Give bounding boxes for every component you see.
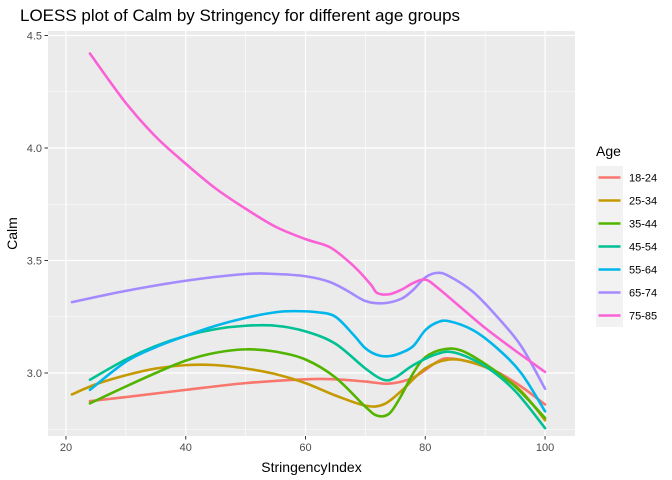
series-line-75-85 <box>88 52 547 374</box>
x-tick-label: 80 <box>419 442 431 454</box>
x-tick-label: 60 <box>299 442 311 454</box>
y-tick-label: 4.0 <box>27 143 42 155</box>
legend-label: 55-64 <box>629 265 657 277</box>
y-tick-label: 3.0 <box>27 368 42 380</box>
x-axis: 20 40 60 80 100 <box>60 436 554 454</box>
series-line-35-44 <box>88 347 547 420</box>
y-axis: 3.0 3.5 4.0 4.5 <box>27 31 48 380</box>
legend-items: 18-24 25-34 35-44 45-54 55-64 65-74 75-85 <box>596 166 657 327</box>
legend-label: 18-24 <box>629 173 657 185</box>
series-line-65-74 <box>70 271 547 391</box>
legend-label: 65-74 <box>629 288 657 300</box>
legend-label: 45-54 <box>629 242 657 254</box>
x-axis-label: StringencyIndex <box>261 459 361 475</box>
series-lines <box>70 52 547 430</box>
chart-title: LOESS plot of Calm by Stringency for dif… <box>20 6 460 25</box>
x-tick-label: 40 <box>180 442 192 454</box>
legend-title: Age <box>596 143 621 159</box>
legend: Age 18-24 25-34 35-44 45-54 55-64 65-74 75-85 <box>596 143 657 327</box>
series-line-55-64 <box>88 309 547 413</box>
legend-label: 25-34 <box>629 196 657 208</box>
grid-major <box>48 31 575 436</box>
y-tick-label: 3.5 <box>27 256 42 268</box>
grid-minor <box>48 31 575 436</box>
series-line-25-34 <box>70 357 547 422</box>
x-tick-label: 20 <box>60 442 72 454</box>
legend-label: 35-44 <box>629 219 657 231</box>
y-axis-label: Calm <box>4 217 20 250</box>
legend-label: 75-85 <box>629 311 657 323</box>
x-tick-label: 100 <box>536 442 554 454</box>
y-tick-label: 4.5 <box>27 31 42 43</box>
